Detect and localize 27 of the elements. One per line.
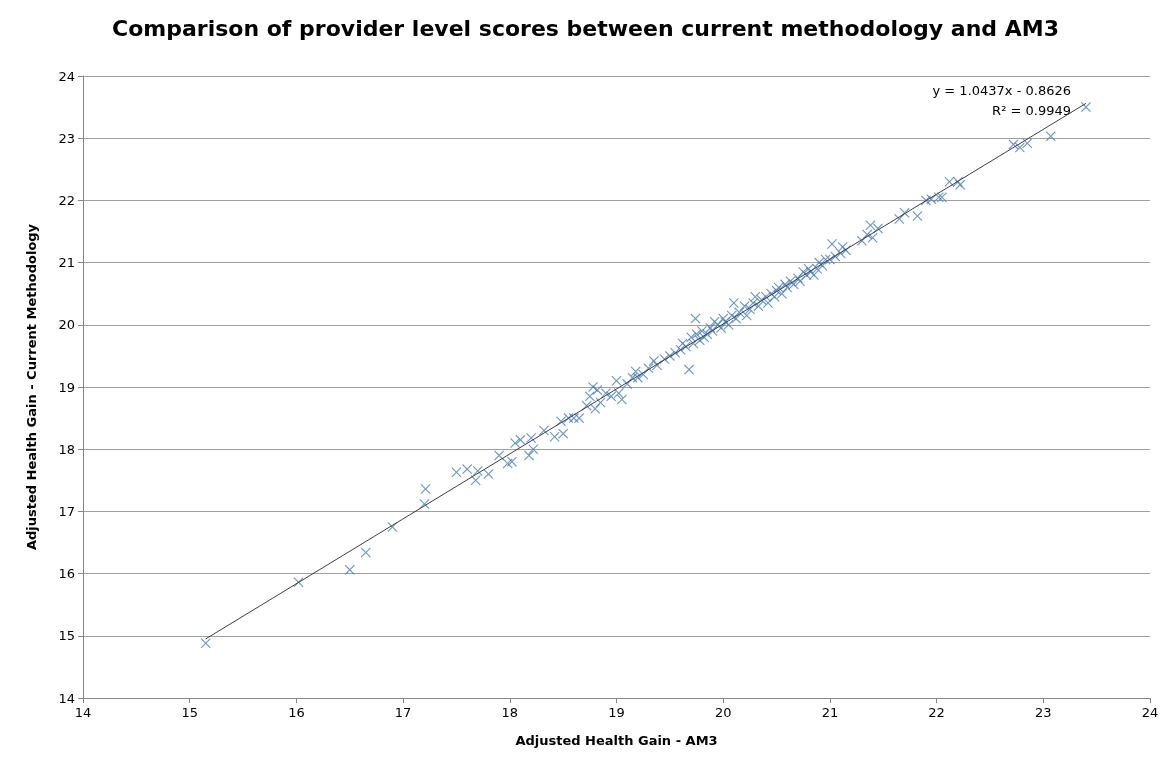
y-tick-label: 17 xyxy=(58,503,75,519)
x-tick-label: 17 xyxy=(394,705,412,720)
x-tick-label: 22 xyxy=(928,705,945,720)
y-tick-label: 24 xyxy=(58,68,75,84)
y-tick-label: 22 xyxy=(58,192,75,208)
y-tick-label: 15 xyxy=(58,628,75,644)
x-tick-label: 21 xyxy=(821,705,839,720)
x-tick-label: 23 xyxy=(1035,705,1052,720)
x-tick-label: 15 xyxy=(181,705,198,720)
y-tick-label: 16 xyxy=(58,566,75,582)
x-axis-title: Adjusted Health Gain - AM3 xyxy=(515,733,718,748)
x-tick-label: 20 xyxy=(714,705,732,720)
x-tick-label: 16 xyxy=(288,705,305,720)
x-tick-label: 14 xyxy=(74,705,92,720)
x-tick-label: 19 xyxy=(608,705,625,720)
x-tick-label: 18 xyxy=(501,705,519,720)
annotation: y = 1.0437x - 0.8626 xyxy=(932,83,1071,98)
y-axis-title: Adjusted Health Gain - Current Methodology xyxy=(24,223,39,551)
y-tick-label: 20 xyxy=(58,317,75,333)
x-tick-label: 24 xyxy=(1141,705,1159,720)
y-tick-label: 18 xyxy=(58,441,75,457)
y-tick-label: 21 xyxy=(58,255,75,271)
y-tick-label: 14 xyxy=(58,690,75,706)
annotation: R² = 0.9949 xyxy=(992,103,1071,118)
chart-title: Comparison of provider level scores between current methodology and AM3 xyxy=(112,15,1059,41)
y-tick-label: 19 xyxy=(58,379,75,395)
y-tick-label: 23 xyxy=(58,130,75,146)
